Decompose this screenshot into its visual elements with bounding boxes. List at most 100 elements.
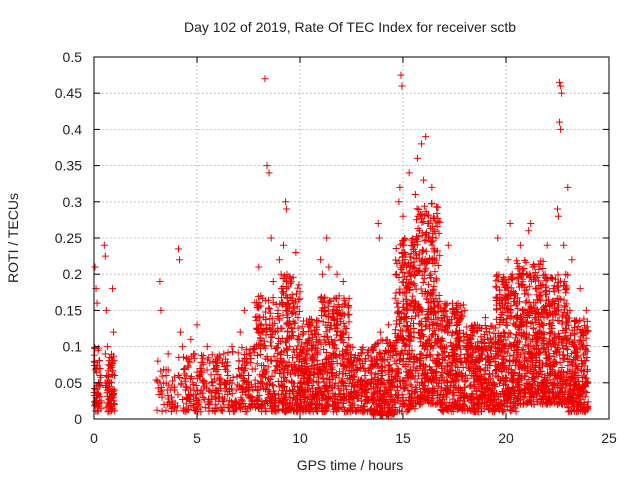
data-point <box>448 299 456 307</box>
data-point <box>405 260 413 268</box>
data-point <box>401 362 409 370</box>
data-point <box>347 389 355 397</box>
data-point <box>519 275 527 283</box>
data-point <box>402 341 410 349</box>
data-point <box>274 407 282 415</box>
data-point <box>405 268 413 276</box>
data-point <box>498 295 506 303</box>
y-tick-labels: 0 0.05 0.1 0.15 0.2 0.25 0.3 0.35 0.4 0.45 0.5 <box>55 49 82 427</box>
data-point <box>478 380 486 388</box>
data-point <box>342 385 350 393</box>
data-point <box>572 349 580 357</box>
y-tick-label: 0.15 <box>55 302 82 318</box>
data-point <box>267 342 275 350</box>
data-point <box>484 334 492 342</box>
data-point <box>376 395 384 403</box>
data-point <box>493 294 501 302</box>
data-point <box>573 397 581 405</box>
data-point <box>501 329 509 337</box>
data-point <box>289 303 297 311</box>
data-point <box>111 401 119 409</box>
data-point <box>533 296 541 304</box>
data-point <box>527 361 535 369</box>
data-point <box>279 298 287 306</box>
data-point <box>429 237 437 245</box>
data-point <box>514 344 522 352</box>
data-point <box>300 393 308 401</box>
data-point <box>428 388 436 396</box>
data-point <box>270 387 278 395</box>
data-point <box>317 368 325 376</box>
data-point <box>234 349 242 357</box>
data-point <box>561 302 569 310</box>
data-point <box>283 362 291 370</box>
data-point <box>437 390 445 398</box>
data-point <box>541 348 549 356</box>
data-point <box>539 328 547 336</box>
data-point <box>389 367 397 375</box>
data-point <box>573 380 581 388</box>
data-point <box>474 338 482 346</box>
data-point <box>420 176 428 184</box>
data-point <box>434 247 442 255</box>
data-point <box>486 375 494 383</box>
data-point <box>557 380 565 388</box>
data-point <box>406 263 414 271</box>
data-point <box>565 387 573 395</box>
data-point <box>438 317 446 325</box>
data-point <box>513 315 521 323</box>
data-point <box>532 369 540 377</box>
data-point <box>457 373 465 381</box>
data-point <box>569 339 577 347</box>
data-point <box>340 319 348 327</box>
data-point <box>529 263 537 271</box>
data-point <box>416 261 424 269</box>
data-point <box>164 350 172 358</box>
data-point <box>413 154 421 162</box>
data-point <box>542 275 550 283</box>
data-point <box>308 333 316 341</box>
data-point <box>278 294 286 302</box>
data-point <box>342 325 350 333</box>
data-point <box>540 321 548 329</box>
data-point <box>506 352 514 360</box>
data-point <box>520 384 528 392</box>
data-point <box>296 364 304 372</box>
data-point <box>407 272 415 280</box>
data-point <box>518 346 526 354</box>
data-point <box>298 401 306 409</box>
data-point <box>435 229 443 237</box>
data-point <box>291 361 299 369</box>
data-point <box>527 319 535 327</box>
data-point <box>450 344 458 352</box>
data-point <box>290 308 298 316</box>
data-point <box>541 389 549 397</box>
data-point <box>179 343 187 351</box>
data-point <box>482 384 490 392</box>
data-point <box>91 384 99 392</box>
data-point <box>580 372 588 380</box>
data-point <box>175 353 183 361</box>
data-point <box>583 379 591 387</box>
x-tick-label: 15 <box>395 430 411 446</box>
data-point <box>533 274 541 282</box>
data-point <box>379 337 387 345</box>
data-point <box>205 401 213 409</box>
data-point <box>533 285 541 293</box>
data-point <box>281 339 289 347</box>
data-point <box>158 393 166 401</box>
data-point <box>252 396 260 404</box>
data-point <box>562 289 570 297</box>
data-point <box>425 363 433 371</box>
data-point <box>499 328 507 336</box>
data-point <box>456 385 464 393</box>
data-point <box>104 367 112 375</box>
data-point <box>389 379 397 387</box>
data-point <box>305 337 313 345</box>
data-point <box>515 358 523 366</box>
data-point <box>407 250 415 258</box>
data-point <box>480 366 488 374</box>
data-point <box>324 302 332 310</box>
data-point <box>199 389 207 397</box>
data-point <box>317 390 325 398</box>
